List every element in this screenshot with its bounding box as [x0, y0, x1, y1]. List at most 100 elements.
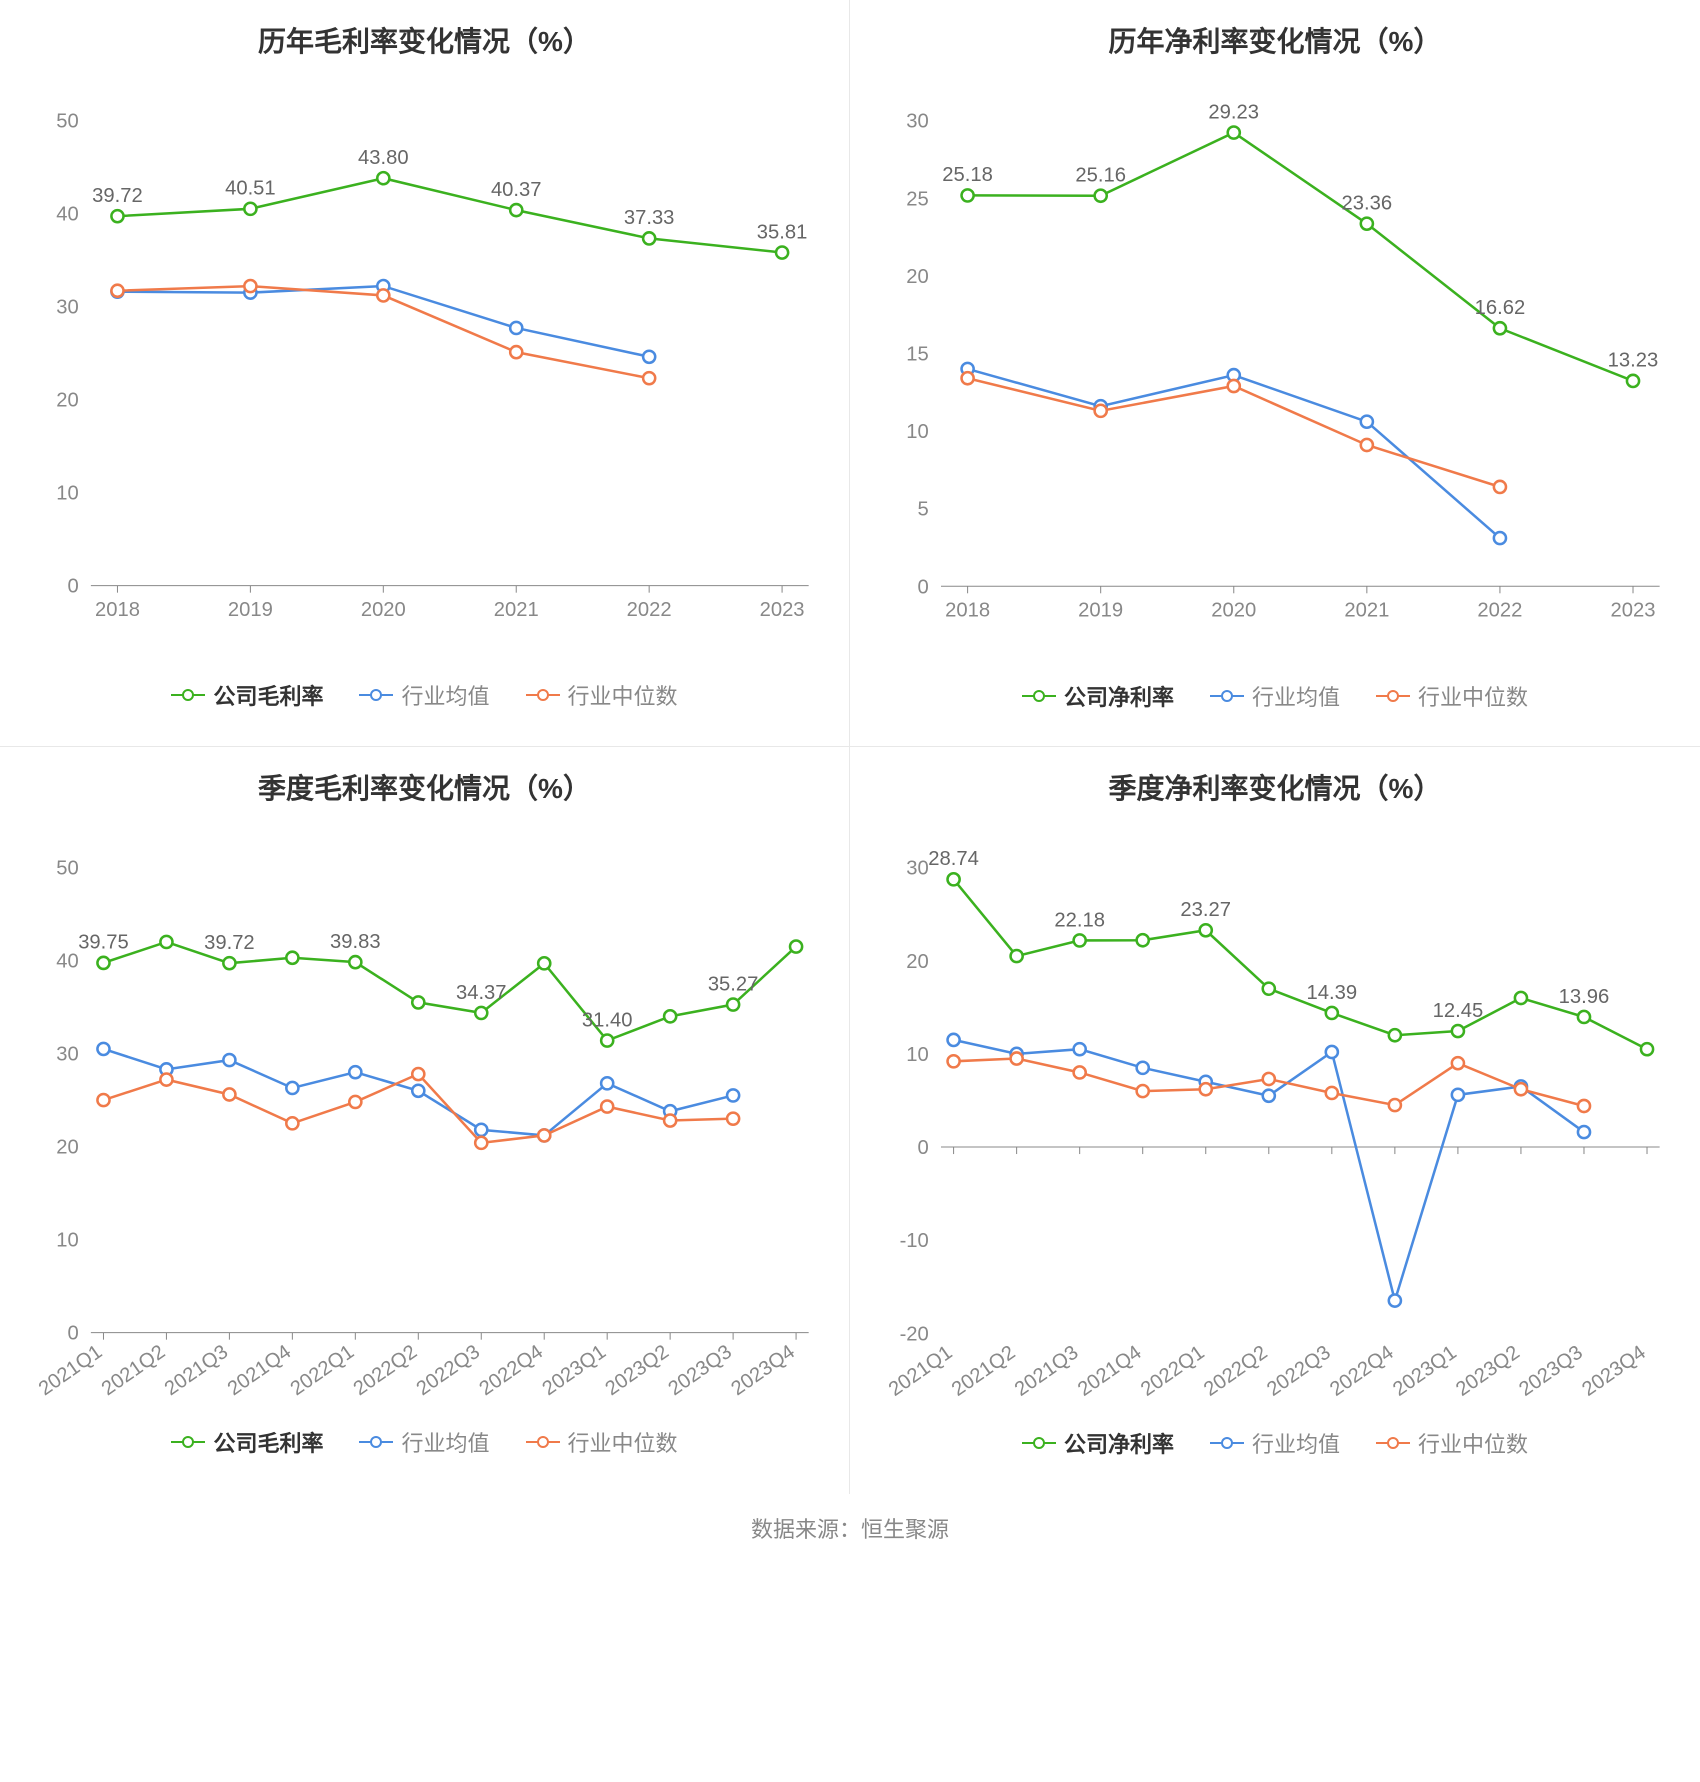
data-label: 23.27	[1180, 899, 1231, 921]
data-label: 31.40	[582, 1009, 633, 1031]
series-marker	[1641, 1043, 1653, 1055]
series-marker	[286, 1117, 298, 1129]
legend-swatch-icon	[1022, 689, 1056, 703]
series-marker	[1200, 924, 1212, 936]
x-tick-label: 2022Q4	[1326, 1342, 1398, 1401]
series-marker	[160, 1074, 172, 1086]
panel-annual-net: 历年净利率变化情况（%）0510152025302018201920202021…	[850, 0, 1700, 747]
legend-item: 公司净利率	[1022, 680, 1174, 712]
y-tick-label: 10	[906, 1044, 929, 1066]
x-tick-label: 2021	[494, 599, 539, 621]
data-label: 16.62	[1475, 297, 1526, 319]
legend-swatch-icon	[171, 1435, 205, 1449]
legend-swatch-icon	[526, 1435, 560, 1449]
legend-item: 公司毛利率	[171, 679, 323, 711]
series-marker	[475, 1124, 487, 1136]
legend-label: 行业均值	[401, 679, 489, 711]
legend-item: 行业中位数	[1376, 680, 1528, 712]
data-source-footer: 数据来源：恒生聚源	[0, 1494, 1700, 1580]
series-line	[954, 879, 1647, 1049]
series-marker	[1326, 1046, 1338, 1058]
y-tick-label: 30	[56, 1044, 78, 1066]
legend-swatch-icon	[171, 688, 205, 702]
series-marker	[377, 172, 389, 184]
series-marker	[223, 957, 235, 969]
y-tick-label: 15	[906, 343, 929, 365]
chart-title: 季度净利率变化情况（%）	[860, 767, 1690, 807]
series-line	[968, 369, 1500, 538]
data-label: 39.72	[204, 932, 255, 954]
series-marker	[1627, 375, 1639, 387]
series-marker	[1263, 983, 1275, 995]
series-marker	[475, 1137, 487, 1149]
series-marker	[412, 996, 424, 1008]
data-label: 13.23	[1608, 350, 1659, 372]
series-marker	[475, 1007, 487, 1019]
series-marker	[538, 957, 550, 969]
data-label: 13.96	[1559, 986, 1610, 1008]
x-tick-label: 2021Q3	[1011, 1342, 1083, 1401]
chart-svg: 0102030405020182019202020212022202339.72…	[10, 70, 839, 656]
legend-label: 行业中位数	[568, 1426, 678, 1458]
legend-swatch-icon	[359, 1435, 393, 1449]
panel-quarter-gross: 季度毛利率变化情况（%）010203040502021Q12021Q22021Q…	[0, 747, 850, 1494]
legend-item: 行业均值	[359, 679, 489, 711]
legend-label: 行业均值	[1252, 1427, 1340, 1459]
chart-grid: 历年毛利率变化情况（%）0102030405020182019202020212…	[0, 0, 1700, 1494]
data-label: 35.81	[757, 221, 808, 243]
legend: 公司毛利率行业均值行业中位数	[10, 661, 839, 735]
chart-area: 0102030405020182019202020212022202339.72…	[10, 70, 839, 661]
x-tick-label: 2023Q1	[1389, 1342, 1461, 1401]
series-marker	[160, 936, 172, 948]
series-marker	[1494, 322, 1506, 334]
legend-swatch-icon	[1210, 1436, 1244, 1450]
data-label: 12.45	[1433, 1000, 1484, 1022]
y-tick-label: 5	[918, 499, 929, 521]
data-label: 25.18	[942, 164, 993, 186]
series-marker	[1074, 934, 1086, 946]
x-tick-label: 2020	[1211, 600, 1256, 622]
x-tick-label: 2019	[1078, 600, 1123, 622]
series-marker	[1326, 1087, 1338, 1099]
legend-label: 行业中位数	[1418, 680, 1528, 712]
series-marker	[1578, 1126, 1590, 1138]
x-tick-label: 2022Q1	[1137, 1342, 1209, 1401]
legend-item: 公司毛利率	[171, 1426, 323, 1458]
y-tick-label: 0	[68, 576, 79, 598]
legend-swatch-icon	[1022, 1436, 1056, 1450]
legend: 公司毛利率 行业均值 行业中位数	[10, 1408, 839, 1482]
series-marker	[1263, 1073, 1275, 1085]
series-marker	[1228, 380, 1240, 392]
series-marker	[664, 1010, 676, 1022]
chart-title: 历年净利率变化情况（%）	[860, 20, 1690, 60]
data-label: 40.37	[491, 179, 542, 201]
x-tick-label: 2021Q3	[161, 1341, 233, 1400]
series-marker	[349, 1066, 361, 1078]
series-line	[968, 378, 1500, 487]
legend-item: 行业均值	[359, 1426, 489, 1458]
series-marker	[1228, 126, 1240, 138]
series-marker	[962, 189, 974, 201]
legend-swatch-icon	[1376, 1436, 1410, 1450]
legend-item: 公司净利率	[1022, 1427, 1174, 1459]
y-tick-label: 20	[906, 266, 929, 288]
series-marker	[349, 956, 361, 968]
x-tick-label: 2021Q4	[1074, 1342, 1146, 1401]
series-marker	[1326, 1007, 1338, 1019]
x-tick-label: 2021Q2	[98, 1341, 170, 1400]
data-label: 23.36	[1342, 192, 1393, 214]
y-tick-label: 10	[906, 421, 929, 443]
series-marker	[223, 1088, 235, 1100]
data-label: 40.51	[225, 178, 276, 200]
chart-area: -20-1001020302021Q12021Q22021Q32021Q4202…	[860, 817, 1690, 1409]
legend: 公司净利率行业均值行业中位数	[860, 1409, 1690, 1483]
chart-svg: 05101520253020182019202020212022202325.1…	[860, 70, 1690, 657]
series-marker	[1389, 1099, 1401, 1111]
series-marker	[962, 372, 974, 384]
y-tick-label: 25	[906, 188, 929, 210]
series-marker	[286, 1082, 298, 1094]
series-marker	[1263, 1090, 1275, 1102]
series-marker	[1494, 532, 1506, 544]
series-marker	[510, 346, 522, 358]
x-tick-label: 2023Q3	[664, 1341, 736, 1400]
